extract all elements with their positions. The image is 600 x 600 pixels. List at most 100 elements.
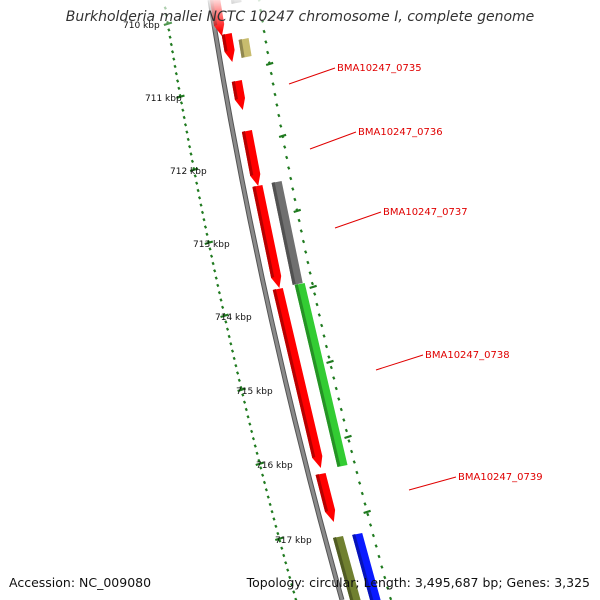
gene-shade-8 (272, 289, 316, 458)
ruler-major-tick (344, 434, 352, 440)
ruler-dot (363, 502, 367, 506)
backbone-line (208, 0, 344, 600)
ruler-dot (275, 103, 279, 107)
ruler-dot (283, 145, 287, 149)
scale-minor-tick (246, 415, 250, 419)
ruler-dot (355, 470, 359, 475)
scale-major-tick (274, 536, 284, 542)
ruler-dot (344, 428, 349, 433)
scale-minor-tick (251, 437, 256, 441)
ruler-major-tick (265, 61, 274, 67)
scale-major-tick (237, 387, 246, 393)
ruler-dot (320, 323, 324, 328)
ruler-dot (347, 439, 351, 443)
scale-minor-tick (259, 466, 263, 470)
ruler-major-tick (293, 208, 302, 214)
scale-minor-tick (268, 502, 272, 507)
ruler-dot (374, 544, 378, 548)
top-fade (0, 0, 600, 32)
tick-label-713: 713 kbp (193, 240, 230, 250)
scale-major-tick (189, 167, 199, 173)
ruler-dot (297, 218, 301, 223)
scale-minor-tick (221, 305, 225, 309)
scale-minor-tick (173, 64, 177, 69)
scale-minor-tick (181, 108, 185, 112)
scale-minor-tick (232, 356, 236, 361)
leader-line-1 (309, 131, 357, 150)
ruler-dot (332, 376, 336, 380)
scale-minor-tick (257, 458, 261, 463)
scale-minor-tick (190, 159, 194, 163)
ruler-track (257, 0, 393, 600)
scale-minor-tick (205, 232, 209, 236)
scale-minor-tick (189, 152, 193, 156)
leader-line-4 (408, 476, 457, 491)
ruler-dot (322, 334, 326, 338)
gene-shade-4 (231, 81, 238, 100)
ruler-dot (287, 166, 291, 170)
ruler-dot (266, 50, 270, 55)
ruler-dot (339, 407, 343, 412)
gene-shade-9 (294, 284, 341, 467)
gene-shade-12 (352, 534, 374, 600)
gene-label-leaders (288, 67, 457, 491)
scale-minor-tick (214, 276, 218, 280)
scale-minor-tick (284, 561, 288, 565)
ruler-dot (277, 113, 281, 118)
gene-shade-11 (333, 537, 354, 600)
gene-label-0738[interactable]: BMA10247_0738 (425, 350, 510, 361)
scale-minor-tick (209, 254, 214, 258)
gene-label-0737[interactable]: BMA10247_0737 (383, 207, 468, 218)
scale-minor-tick (219, 298, 223, 302)
scale-minor-tick (276, 531, 280, 536)
scale-minor-tick (230, 349, 235, 353)
scale-minor-tick (179, 101, 184, 105)
scale-minor-tick (217, 291, 221, 295)
ruler-dot (371, 533, 375, 538)
chromosome-backbone (207, 0, 345, 600)
scale-minor-tick (200, 210, 205, 215)
scale-minor-tick (244, 407, 248, 412)
ruler-dot (360, 491, 364, 496)
scale-track (163, 6, 298, 600)
tick-label-715: 715 kbp (236, 387, 273, 397)
map-title: Burkholderia mallei NCTC 10247 chromosom… (65, 9, 535, 25)
scale-minor-tick (253, 444, 257, 448)
gene-label-0736[interactable]: BMA10247_0736 (358, 127, 443, 138)
scale-minor-tick (169, 42, 173, 47)
scale-minor-tick (274, 524, 278, 528)
scale-minor-tick (242, 400, 247, 404)
ruler-dot (327, 355, 331, 359)
scale-minor-tick (250, 429, 254, 434)
scale-minor-tick (272, 517, 276, 521)
scale-minor-tick (196, 188, 200, 193)
gene-label-0739[interactable]: BMA10247_0739 (458, 472, 543, 483)
scale-minor-tick (188, 145, 192, 149)
ruler-dot (358, 481, 362, 485)
ruler-dot (304, 250, 308, 254)
scale-minor-tick (227, 334, 231, 339)
ruler-dot (269, 71, 273, 76)
gene-label-0735[interactable]: BMA10247_0735 (337, 63, 422, 74)
ruler-dot (352, 460, 356, 464)
scale-minor-tick (208, 247, 212, 251)
scale-minor-tick (197, 196, 202, 200)
scale-minor-tick (262, 480, 267, 485)
ruler-major-tick (278, 133, 287, 139)
scale-minor-tick (292, 590, 296, 594)
ruler-dot (299, 229, 303, 233)
scale-major-tick (255, 461, 265, 467)
gene-shade-2 (221, 34, 228, 52)
tick-label-714: 714 kbp (215, 313, 252, 323)
accession-text: Accession: NC_009080 (9, 575, 152, 590)
scale-minor-tick (193, 174, 197, 178)
gene-shade-10 (315, 474, 329, 512)
ruler-dot (301, 239, 306, 244)
scale-minor-tick (172, 57, 176, 61)
ruler-dot (334, 386, 338, 391)
ruler-dot (388, 596, 393, 600)
leader-line-0 (288, 67, 336, 85)
leader-line-3 (375, 354, 424, 371)
